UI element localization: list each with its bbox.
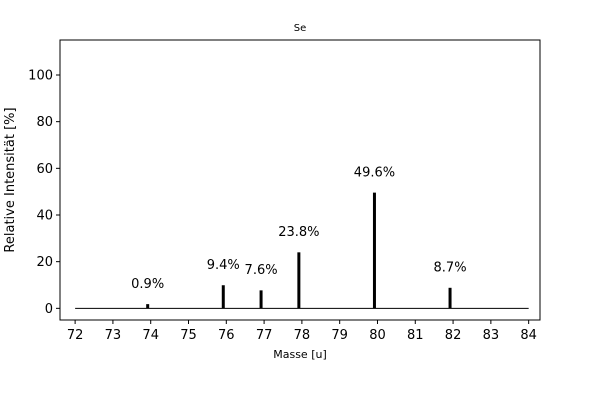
y-tick-label-60: 60 [36,162,53,177]
x-tick-label-80: 80 [369,328,386,343]
x-tick-label-75: 75 [180,328,197,343]
x-tick-label-73: 73 [105,328,122,343]
y-tick-label-40: 40 [36,209,53,224]
y-axis-ticks: 0 20 40 60 80 100 [28,69,60,317]
x-tick-label-82: 82 [445,328,462,343]
x-tick-label-74: 74 [142,328,159,343]
plot-frame [59,39,541,321]
x-tick-label-83: 83 [483,328,500,343]
data-label-4: 49.6% [354,165,395,180]
data-label-2: 7.6% [245,263,278,278]
x-tick-label-77: 77 [256,328,273,343]
y-tick-label-20: 20 [36,255,53,270]
y-tick-label-0: 0 [45,302,53,317]
y-tick-label-100: 100 [28,69,53,84]
x-tick-label-76: 76 [218,328,235,343]
data-label-0: 0.9% [131,277,164,292]
data-label-1: 9.4% [207,258,240,273]
x-tick-label-72: 72 [67,328,84,343]
x-axis-ticks: 72 73 74 75 76 77 78 79 80 81 82 83 84 [67,320,537,343]
x-tick-label-79: 79 [331,328,348,343]
x-axis-label: Masse [u] [273,348,327,361]
x-tick-label-84: 84 [520,328,537,343]
data-label-3: 23.8% [278,225,319,240]
chart-title: Se [294,23,307,34]
y-axis-label: Relative Intensität [%] [3,107,18,252]
x-tick-label-81: 81 [407,328,424,343]
data-labels-group: 0.9% 9.4% 7.6% 23.8% 49.6% 8.7% [131,165,466,292]
y-tick-label-80: 80 [36,115,53,130]
bars-group [146,192,452,309]
x-tick-label-78: 78 [294,328,311,343]
data-label-5: 8.7% [434,260,467,275]
